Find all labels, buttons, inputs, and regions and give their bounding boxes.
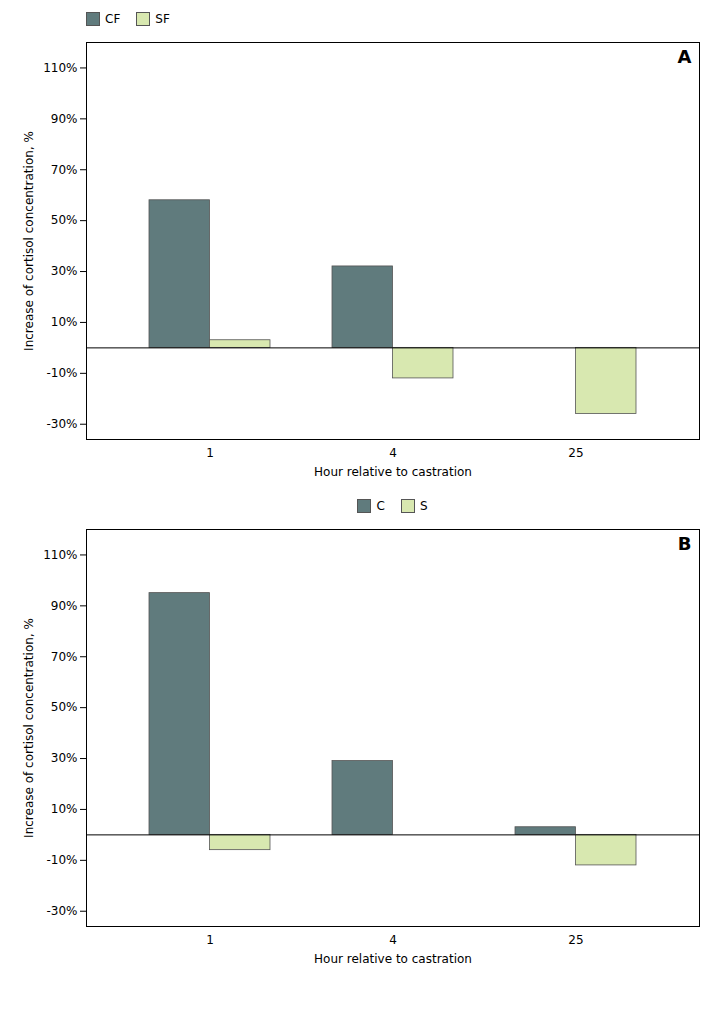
svg-text:B: B: [678, 533, 692, 554]
svg-text:Increase of cortisol concentra: Increase of cortisol concentration, %: [22, 131, 36, 351]
html-text:CF: CF: [105, 12, 121, 26]
svg-text:Increase of cortisol concentra: Increase of cortisol concentration, %: [22, 618, 36, 838]
svg-text:-30%: -30%: [46, 417, 77, 431]
svg-text:110%: 110%: [43, 61, 77, 75]
svg-text:25: 25: [568, 933, 583, 947]
svg-text:70%: 70%: [51, 650, 78, 664]
svg-text:Hour relative to castration: Hour relative to castration: [314, 952, 472, 966]
svg-text:50%: 50%: [51, 213, 78, 227]
svg-text:30%: 30%: [51, 264, 78, 278]
html-text:SF: SF: [155, 12, 170, 26]
svg-text:-10%: -10%: [46, 853, 77, 867]
svg-text:110%: 110%: [43, 548, 77, 562]
svg-text:1: 1: [206, 933, 214, 947]
svg-text:10%: 10%: [51, 315, 78, 329]
html-text:C: C: [376, 499, 385, 513]
svg-text:50%: 50%: [51, 700, 78, 714]
svg-text:30%: 30%: [51, 751, 78, 765]
svg-text:90%: 90%: [51, 112, 78, 126]
svg-text:4: 4: [389, 446, 397, 460]
html-text:S: S: [419, 499, 428, 513]
svg-text:-10%: -10%: [46, 366, 77, 380]
svg-text:70%: 70%: [51, 163, 78, 177]
svg-text:-30%: -30%: [46, 904, 77, 918]
svg-text:10%: 10%: [51, 802, 78, 816]
svg-text:4: 4: [389, 933, 397, 947]
svg-text:Hour relative to castration: Hour relative to castration: [314, 465, 472, 479]
svg-text:90%: 90%: [51, 599, 78, 613]
svg-text:A: A: [678, 46, 692, 67]
svg-text:1: 1: [206, 446, 214, 460]
svg-text:25: 25: [568, 446, 583, 460]
